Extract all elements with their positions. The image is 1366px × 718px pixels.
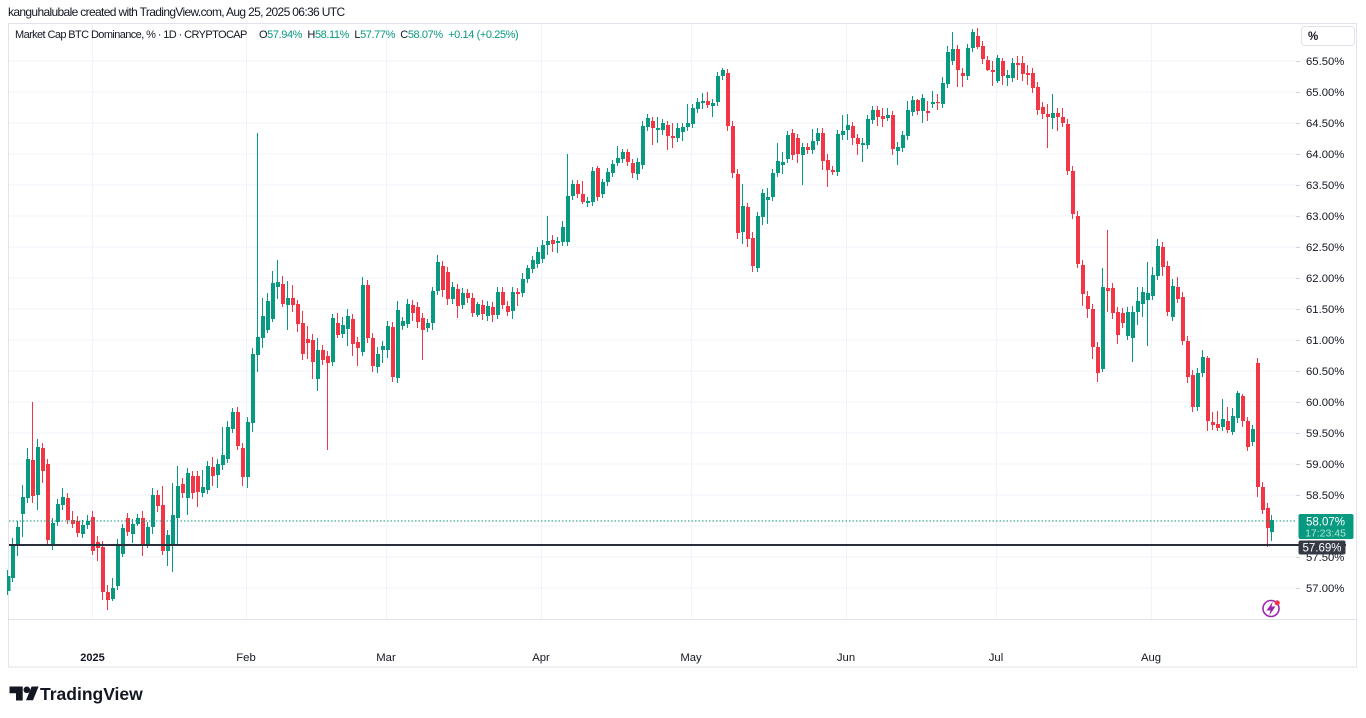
svg-text:Jun: Jun: [837, 652, 855, 664]
svg-text:65.50%: 65.50%: [1306, 56, 1344, 68]
svg-text:TradingView: TradingView: [40, 684, 143, 704]
svg-text:59.00%: 59.00%: [1306, 459, 1344, 471]
svg-text:61.50%: 61.50%: [1306, 304, 1344, 316]
svg-text:62.00%: 62.00%: [1306, 273, 1344, 285]
svg-text:Jul: Jul: [989, 652, 1003, 664]
svg-text:65.00%: 65.00%: [1306, 87, 1344, 99]
svg-text:59.50%: 59.50%: [1306, 428, 1344, 440]
svg-text:May: May: [680, 652, 702, 664]
svg-text:61.00%: 61.00%: [1306, 335, 1344, 347]
svg-text:%: %: [1308, 31, 1318, 43]
svg-text:17:23:45: 17:23:45: [1305, 528, 1346, 540]
svg-text:64.50%: 64.50%: [1306, 118, 1344, 130]
svg-text:64.00%: 64.00%: [1306, 149, 1344, 161]
svg-text:57.50%: 57.50%: [1306, 552, 1344, 564]
svg-text:57.69%: 57.69%: [1302, 543, 1341, 555]
svg-text:Aug: Aug: [1141, 652, 1161, 664]
svg-text:2025: 2025: [80, 652, 104, 664]
svg-text:57.00%: 57.00%: [1306, 583, 1344, 595]
svg-text:58.07%: 58.07%: [1306, 517, 1345, 529]
svg-text:60.50%: 60.50%: [1306, 366, 1344, 378]
svg-text:Apr: Apr: [532, 652, 550, 664]
svg-text:63.50%: 63.50%: [1306, 180, 1344, 192]
svg-text:62.50%: 62.50%: [1306, 242, 1344, 254]
svg-text:60.00%: 60.00%: [1306, 397, 1344, 409]
svg-text:Feb: Feb: [236, 652, 255, 664]
svg-text:63.00%: 63.00%: [1306, 211, 1344, 223]
svg-text:Mar: Mar: [376, 652, 396, 664]
svg-text:58.50%: 58.50%: [1306, 490, 1344, 502]
